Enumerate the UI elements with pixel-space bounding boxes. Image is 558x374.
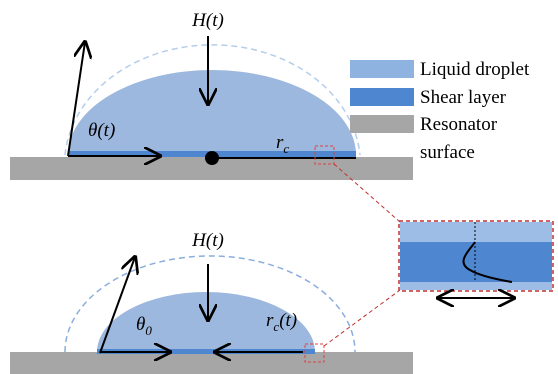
angle-label: θ(t) xyxy=(88,120,115,141)
legend-label: Liquid droplet xyxy=(420,59,530,80)
angle-base: θ xyxy=(136,314,145,335)
zoom-shear xyxy=(400,242,552,282)
legend-swatch xyxy=(350,88,414,106)
legend: Liquid droplet Shear layer Resonator sur… xyxy=(350,59,530,163)
legend-label: Shear layer xyxy=(420,87,507,108)
center-dot xyxy=(205,151,219,165)
diagram: H(t) θ(t) rc H(t) θ0 rc(t) Liquid drople… xyxy=(0,0,558,374)
legend-swatch xyxy=(350,115,414,133)
radius-tail: (t) xyxy=(279,310,297,331)
radius-sub: c xyxy=(283,141,289,156)
zoom-base xyxy=(400,282,552,290)
legend-label: surface xyxy=(420,142,475,163)
bottom-scene: H(t) θ0 rc(t) xyxy=(10,230,413,374)
height-label: H(t) xyxy=(191,10,224,31)
zoom-connector xyxy=(324,290,400,346)
zoom-view xyxy=(399,221,553,298)
height-label: H(t) xyxy=(191,230,224,251)
angle-sub: 0 xyxy=(145,323,152,338)
legend-swatch xyxy=(350,60,414,78)
droplet xyxy=(68,70,356,155)
legend-label: Resonator xyxy=(420,114,498,135)
substrate xyxy=(10,352,413,374)
zoom-droplet xyxy=(400,222,552,242)
radius-label: rc(t) xyxy=(266,310,297,334)
